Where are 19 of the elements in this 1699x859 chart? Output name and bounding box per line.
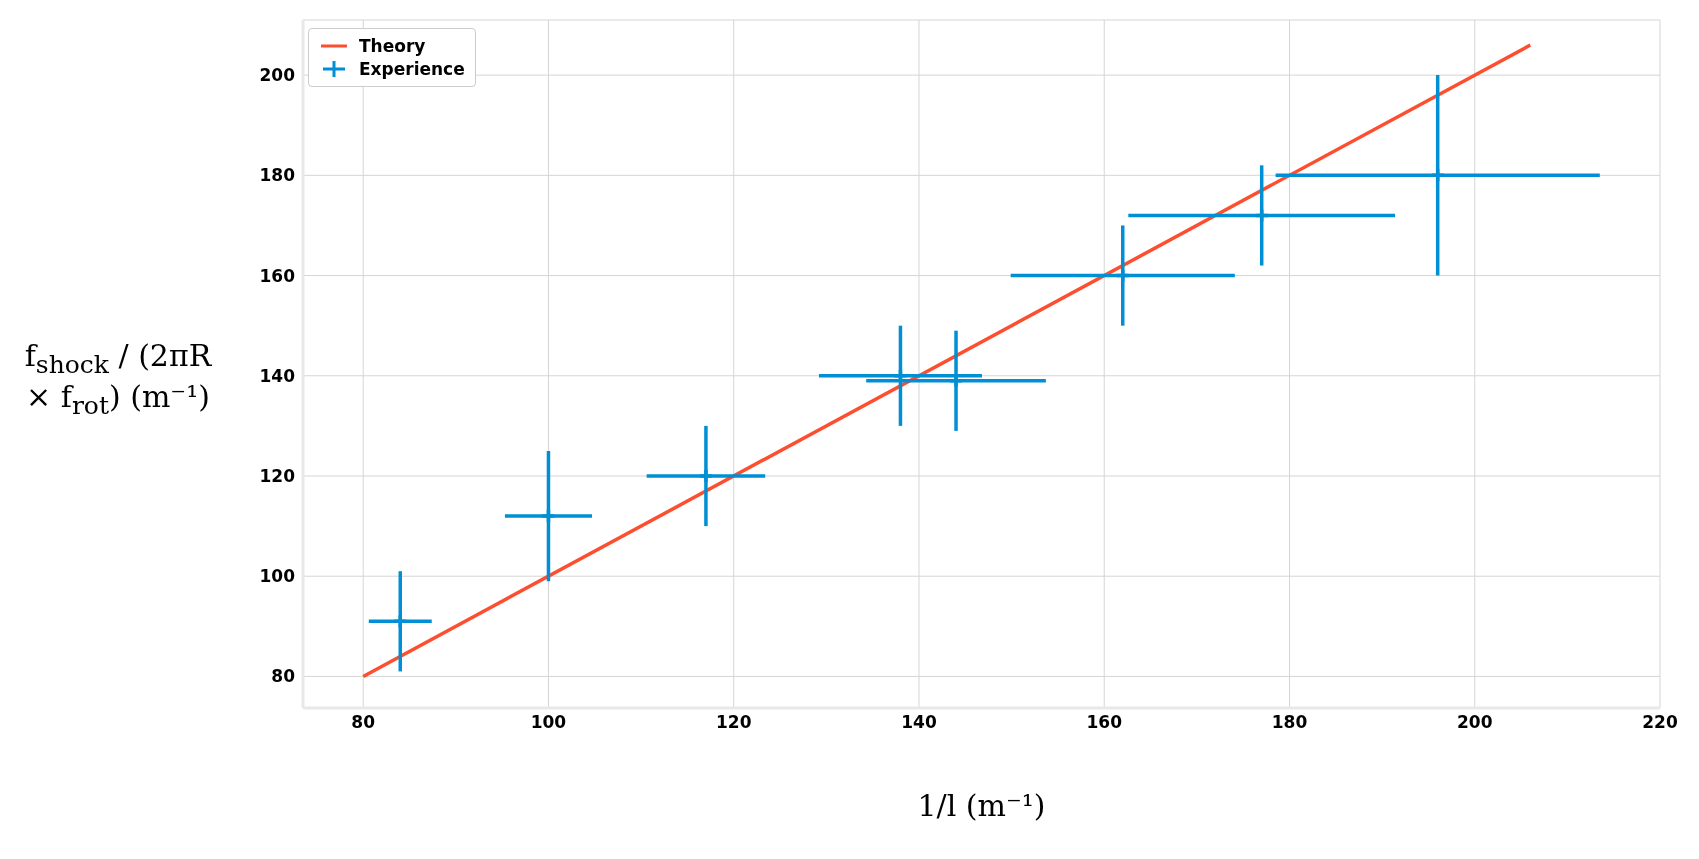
y-tick-label: 180 [259, 165, 296, 186]
y-tick-label: 200 [259, 65, 296, 86]
y-tick-label: 140 [259, 365, 296, 386]
x-tick-label: 160 [1086, 712, 1123, 733]
y-tick-label: 120 [259, 466, 296, 487]
x-tick-label: 120 [715, 712, 752, 733]
x-tick-label: 200 [1456, 712, 1493, 733]
x-tick-label: 100 [530, 712, 567, 733]
x-tick-label: 80 [351, 712, 376, 733]
y-tick-label: 100 [259, 566, 296, 587]
x-tick-label: 180 [1271, 712, 1308, 733]
x-axis-title: 1/l (m⁻¹) [916, 788, 1047, 823]
x-tick-label: 140 [901, 712, 937, 733]
legend-label: Experience [359, 59, 465, 79]
text: f$_{shock}$ / (2πR × f$_{rot}$) (m⁻¹) [24, 338, 212, 420]
y-tick-label: 80 [271, 666, 296, 687]
legend-label: Theory [359, 36, 426, 56]
x-tick-label: 220 [1642, 712, 1678, 733]
y-tick-label: 160 [259, 265, 296, 286]
